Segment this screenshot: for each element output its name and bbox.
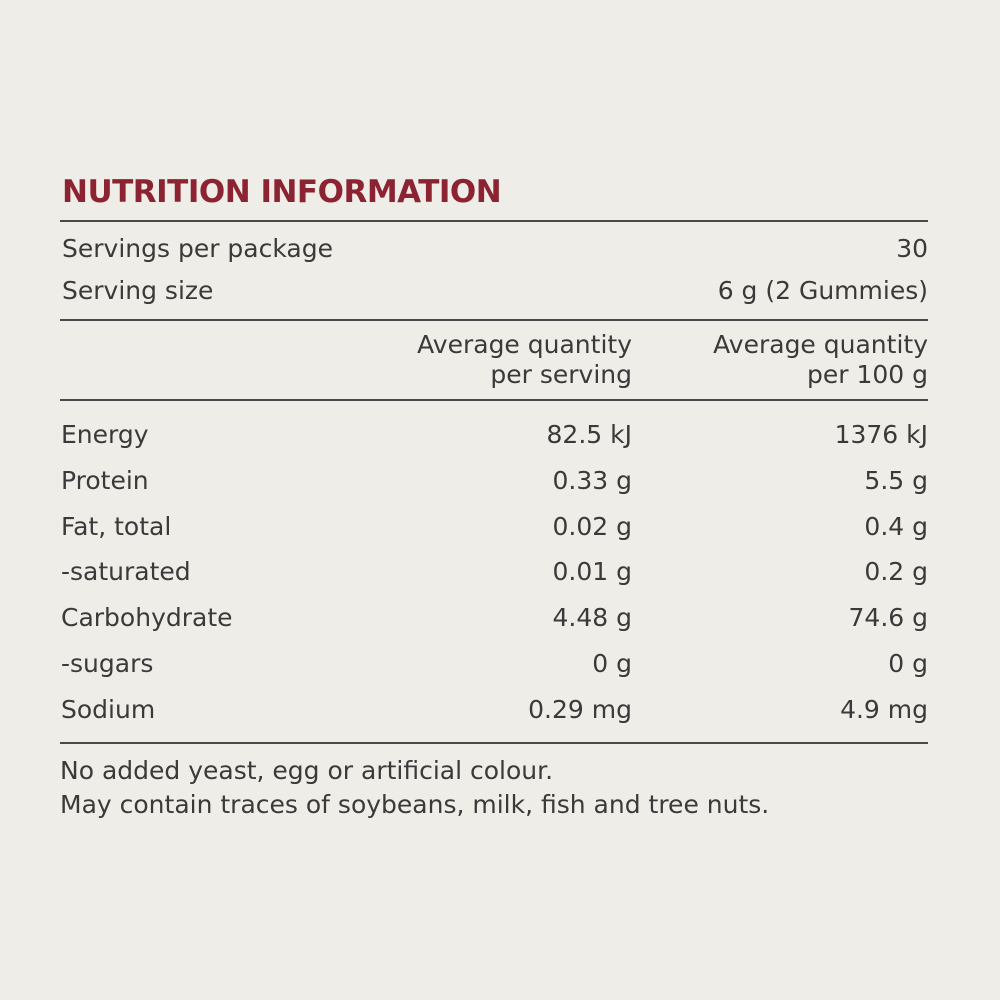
per-100g: 0.4 g bbox=[864, 511, 928, 541]
per-serving: 0.01 g bbox=[552, 557, 632, 587]
per-100g: 0.2 g bbox=[864, 557, 928, 587]
column-header: per serving bbox=[490, 360, 632, 389]
value: 6 g (2 Gummies) bbox=[717, 276, 928, 305]
nutrient: Fat, total bbox=[61, 511, 172, 541]
per-100g: 0 g bbox=[888, 649, 928, 678]
rule bbox=[60, 319, 928, 321]
label: Serving size bbox=[62, 276, 214, 305]
nutrient: Carbohydrate bbox=[61, 603, 233, 633]
per-serving: 0.29 mg bbox=[528, 694, 632, 724]
nutrient: Energy bbox=[61, 420, 149, 449]
per-100g: 1376 kJ bbox=[834, 420, 928, 449]
per-serving: 0.33 g bbox=[552, 465, 632, 495]
nutrient: -saturated bbox=[61, 557, 191, 587]
title: NUTRITION INFORMATION bbox=[62, 174, 502, 210]
column-header: per 100 g bbox=[806, 360, 928, 389]
label: Servings per package bbox=[62, 234, 333, 263]
per-serving: 0 g bbox=[592, 649, 632, 678]
column-header: Average quantity bbox=[417, 330, 632, 359]
value: 30 bbox=[896, 234, 928, 263]
per-100g: 5.5 g bbox=[864, 465, 928, 495]
per-serving: 82.5 kJ bbox=[546, 420, 632, 449]
nutrient: Sodium bbox=[61, 694, 156, 724]
note: May contain traces of soybeans, milk, fi… bbox=[60, 790, 770, 819]
nutrient: -sugars bbox=[61, 649, 154, 678]
rule bbox=[60, 220, 928, 222]
rule bbox=[60, 399, 928, 401]
rule bbox=[60, 742, 928, 744]
per-100g: 4.9 mg bbox=[840, 694, 928, 724]
nutrient: Protein bbox=[61, 465, 149, 495]
per-100g: 74.6 g bbox=[848, 603, 928, 633]
note: No added yeast, egg or artificial colour… bbox=[60, 756, 554, 785]
column-header: Average quantity bbox=[713, 330, 928, 359]
per-serving: 4.48 g bbox=[552, 603, 632, 633]
per-serving: 0.02 g bbox=[552, 511, 632, 541]
